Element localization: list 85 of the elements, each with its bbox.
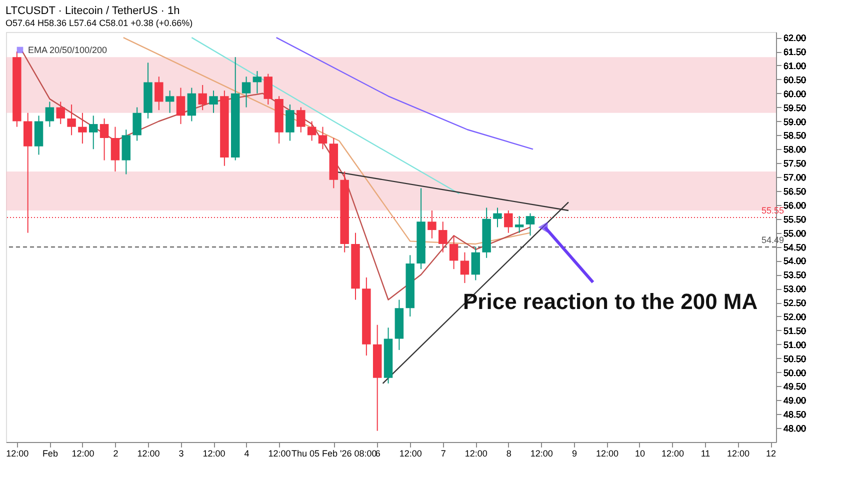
candlestick — [110, 126, 120, 172]
candlestick — [264, 73, 272, 106]
candlestick — [307, 120, 316, 142]
chart-title: LTCUSDT · Litecoin / TetherUS · 1h — [6, 5, 180, 17]
annotation: Price reaction to the 200 MA — [462, 289, 758, 314]
y-tick-label: 55.50 — [784, 214, 806, 224]
x-tick-label: 12:00 — [661, 448, 684, 458]
y-tick-label: 57.00 — [784, 172, 806, 183]
line-series — [276, 36, 534, 150]
y-tick-label: 56.50 — [784, 186, 806, 196]
candlestick — [493, 207, 502, 228]
candlestick — [198, 84, 207, 111]
y-tick-label: 59.50 — [784, 102, 806, 113]
x-tick-label: 12:00 — [464, 448, 488, 458]
x-tick-label: 12:00 — [530, 448, 553, 458]
y-tick-label: 48.00 — [784, 424, 806, 434]
y-tick-label: 49.00 — [784, 396, 806, 406]
line-series — [122, 36, 531, 245]
candlestick — [56, 101, 65, 125]
y-tick-label: 49.50 — [784, 382, 806, 392]
candlestick — [100, 118, 109, 161]
candlestick — [209, 90, 218, 114]
x-tick-label: 12:00 — [727, 448, 750, 458]
x-tick-label: 4 — [244, 448, 250, 458]
x-tick-label: 12:00 — [72, 448, 94, 458]
candlestick — [45, 101, 54, 128]
y-tick-label: 54.50 — [784, 242, 806, 252]
x-tick-label: 8 — [506, 448, 512, 458]
y-tick-label: 55.00 — [784, 228, 806, 238]
x-tick-label: 12:00 — [596, 448, 618, 458]
candlestick — [242, 76, 251, 108]
x-tick-label: 12:00 — [6, 448, 29, 458]
y-tick-label: 52.00 — [784, 312, 806, 322]
y-tick-label: 58.00 — [784, 144, 806, 155]
x-tick-label: 12:00 — [268, 448, 291, 458]
y-tick-label: 53.00 — [784, 284, 806, 294]
y-tick-label: 48.50 — [784, 410, 806, 420]
candlestick — [318, 126, 328, 150]
y-tick-label: 50.00 — [784, 368, 806, 378]
x-tick-label: 2 — [113, 448, 118, 458]
x-tick-label: 12:00 — [202, 448, 226, 458]
y-tick-label: 54.00 — [784, 256, 806, 266]
x-tick-label: 7 — [440, 448, 446, 458]
y-tick-label: 61.00 — [784, 60, 806, 71]
candlestick — [132, 106, 142, 142]
candlestick — [154, 76, 164, 111]
candlestick — [89, 115, 98, 150]
legend-label: EMA 20/50/100/200 — [28, 45, 108, 55]
y-tick-label: 53.50 — [784, 270, 806, 280]
x-tick-label: Feb — [42, 448, 58, 458]
y-tick-label: 61.50 — [784, 47, 806, 58]
candlestick — [165, 90, 174, 114]
y-tick-label: 51.50 — [784, 326, 806, 336]
candlestick — [187, 87, 196, 122]
y-tick-label: 62.00 — [784, 33, 806, 44]
x-tick-label: 6 — [375, 448, 380, 458]
candlestick — [176, 87, 186, 125]
candlestick — [460, 252, 470, 284]
x-tick-label: 12:00 — [399, 448, 422, 458]
candlestick — [449, 235, 458, 270]
candlestick — [296, 106, 306, 133]
chart-subtitle: O57.64 H58.36 L57.64 C58.01 +0.38 (+0.66%) — [6, 18, 193, 28]
y-tick-label: 60.50 — [784, 74, 806, 85]
candlestick — [252, 70, 262, 94]
y-tick-label: 52.50 — [784, 298, 806, 308]
y-tick-label: 57.50 — [784, 158, 806, 169]
candlestick — [67, 104, 76, 136]
y-tick-label: 50.50 — [784, 354, 806, 364]
candlestick — [438, 221, 448, 253]
x-tick-label: 3 — [178, 448, 184, 458]
y-tick-label: 60.00 — [784, 88, 806, 99]
x-tick-label: 12 — [766, 448, 776, 458]
candlestick — [78, 112, 87, 144]
x-tick-label: 11 — [700, 448, 710, 458]
x-tick-label: 9 — [572, 448, 577, 458]
y-tick-label: 56.00 — [784, 200, 806, 210]
y-tick-label: 59.00 — [784, 116, 806, 127]
y-tick-label: 51.00 — [784, 340, 806, 350]
candlestick — [286, 104, 294, 142]
x-tick-label: 12:00 — [137, 448, 160, 458]
y-tick-label: 58.50 — [784, 130, 806, 141]
x-tick-label: 10 — [634, 448, 645, 458]
x-tick-label: Thu 05 Feb '26 08:00 — [292, 448, 377, 458]
candlestick — [471, 246, 480, 281]
candlestick — [526, 212, 535, 236]
